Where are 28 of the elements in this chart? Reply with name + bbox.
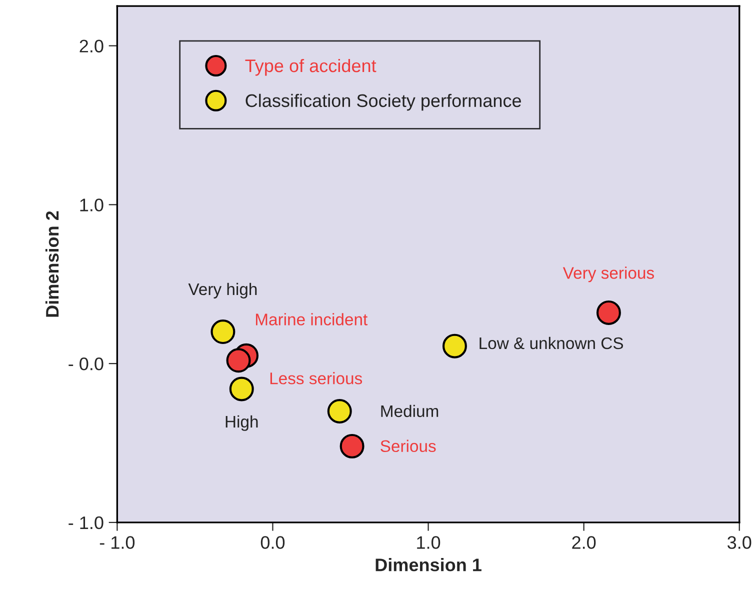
- x-tick-label: 1.0: [417, 536, 440, 549]
- data-label: Serious: [380, 440, 436, 452]
- x-tick-label: - 1.0: [100, 536, 135, 549]
- point: [442, 334, 467, 358]
- x-axis-title: Dimension 1: [376, 558, 482, 572]
- data-label: Very high: [188, 282, 257, 298]
- data-label: High: [226, 415, 258, 431]
- point: [226, 348, 251, 373]
- data-label: Medium: [381, 404, 438, 418]
- point: [210, 320, 236, 344]
- y-tick-label: 1.0: [80, 198, 104, 212]
- y-tick-label: 2.0: [80, 40, 104, 52]
- legend-label: Type of accident: [245, 58, 376, 76]
- y-tick-label: - 1.0: [68, 516, 104, 530]
- data-label: Marine incident: [256, 313, 368, 326]
- x-tick-label: 0.0: [260, 536, 285, 549]
- y-tick-label: - 0.0: [68, 357, 104, 370]
- legend-label: Classification Society performance: [246, 94, 521, 111]
- y-axis-title: Dimension 2: [45, 211, 59, 317]
- x-tick-label: 3.0: [728, 536, 752, 549]
- x-tick-label: 2.0: [572, 536, 596, 549]
- point: [327, 398, 352, 424]
- data-label: Low & unknown CS: [480, 336, 624, 350]
- point: [596, 300, 621, 325]
- data-label: Very serious: [562, 266, 654, 282]
- point: [229, 376, 254, 402]
- data-label: Less serious: [270, 372, 362, 384]
- point: [340, 434, 364, 458]
